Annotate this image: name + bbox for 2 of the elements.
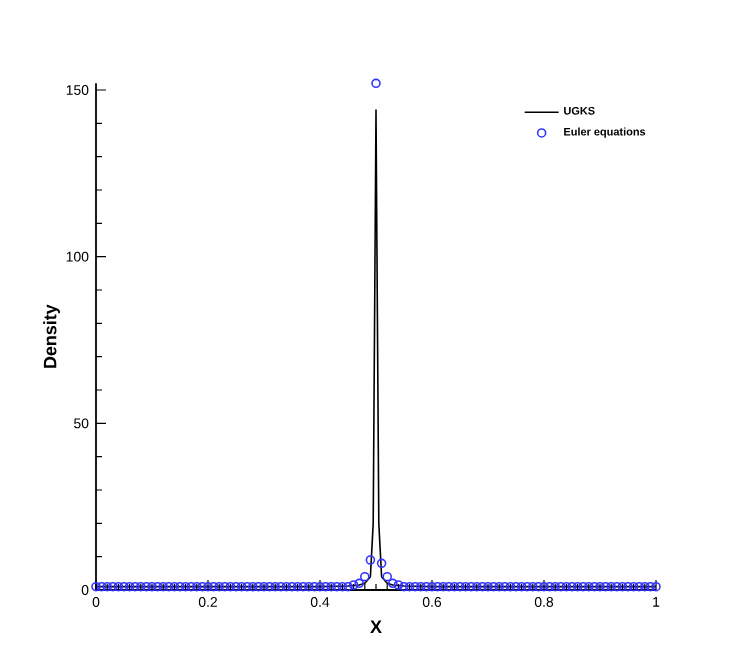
x-axis-title: X	[370, 620, 382, 633]
y-axis-title: Density	[43, 304, 60, 368]
